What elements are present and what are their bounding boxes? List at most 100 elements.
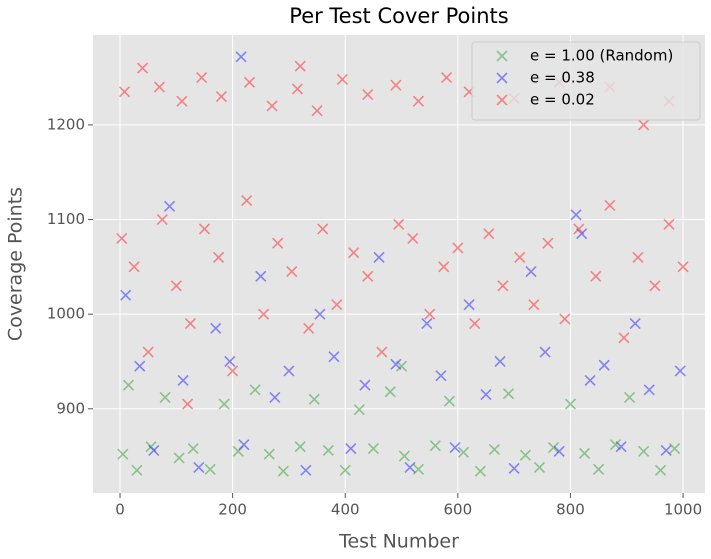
point <box>559 313 571 325</box>
x-tick-label: 0 <box>115 501 125 519</box>
point <box>336 73 348 86</box>
point <box>362 270 374 282</box>
point <box>539 346 551 358</box>
point <box>218 398 230 410</box>
point <box>118 86 131 98</box>
point <box>407 232 419 245</box>
point <box>443 395 455 407</box>
legend-box <box>471 41 701 121</box>
point <box>177 374 189 386</box>
point <box>339 464 351 476</box>
point <box>438 261 450 273</box>
legend-marker <box>496 50 508 62</box>
point <box>131 464 143 476</box>
point <box>643 384 655 396</box>
point <box>116 232 128 245</box>
point <box>193 461 205 474</box>
point <box>156 213 168 226</box>
point <box>311 105 323 117</box>
point <box>508 462 520 474</box>
point <box>593 463 605 475</box>
point <box>277 465 289 477</box>
point <box>322 444 334 456</box>
point <box>314 308 326 320</box>
point <box>212 251 225 263</box>
point <box>660 444 672 456</box>
legend-label: e = 0.38 <box>530 69 595 87</box>
point <box>153 81 166 93</box>
point <box>136 62 149 74</box>
point <box>483 228 495 240</box>
point <box>362 89 374 101</box>
point <box>435 370 447 382</box>
point <box>317 223 329 235</box>
point <box>176 95 188 107</box>
point <box>249 384 261 396</box>
point <box>590 270 602 282</box>
point <box>353 404 365 416</box>
point <box>198 223 211 235</box>
point <box>497 280 509 292</box>
point <box>677 261 689 273</box>
point <box>632 251 644 263</box>
point <box>674 365 686 377</box>
point <box>272 237 284 249</box>
point <box>308 393 320 405</box>
point <box>204 463 216 475</box>
point <box>263 448 275 460</box>
point <box>286 266 298 278</box>
point <box>376 346 388 358</box>
point <box>615 441 627 453</box>
point <box>148 444 160 456</box>
point <box>404 461 416 474</box>
point <box>173 452 185 464</box>
point <box>463 299 475 311</box>
y-tick-label: 1000 <box>47 305 85 323</box>
point <box>182 398 194 410</box>
point <box>393 218 405 230</box>
point <box>547 442 560 454</box>
point <box>564 398 577 410</box>
point <box>120 289 132 301</box>
point <box>452 242 464 254</box>
point <box>122 379 135 391</box>
point <box>128 261 140 273</box>
point <box>269 391 281 403</box>
point <box>412 463 424 475</box>
point <box>187 442 199 455</box>
point <box>398 450 410 462</box>
point <box>367 442 379 455</box>
point <box>359 379 371 391</box>
point <box>235 51 247 63</box>
point <box>159 391 171 403</box>
point <box>629 318 641 330</box>
point <box>255 270 267 282</box>
point <box>412 95 424 107</box>
legend-label: e = 1.00 (Random) <box>530 47 673 65</box>
legend-marker <box>496 72 508 84</box>
point <box>291 83 303 95</box>
legend-label: e = 0.02 <box>530 91 595 109</box>
point <box>618 332 630 344</box>
point <box>573 223 585 235</box>
point <box>604 199 616 211</box>
x-tick-label: 600 <box>444 501 473 519</box>
point <box>663 218 675 230</box>
point <box>528 299 540 311</box>
chart-title: Per Test Cover Points <box>289 4 508 28</box>
point <box>424 308 436 320</box>
point <box>638 119 650 131</box>
point <box>300 464 312 476</box>
point <box>654 464 667 476</box>
point <box>303 322 315 334</box>
point <box>328 351 340 363</box>
point <box>649 280 661 292</box>
point <box>294 60 306 72</box>
point <box>525 266 537 278</box>
point <box>238 439 250 451</box>
y-tick-label: 1100 <box>47 210 85 228</box>
point <box>241 195 253 207</box>
point <box>390 79 402 91</box>
point <box>294 441 306 453</box>
